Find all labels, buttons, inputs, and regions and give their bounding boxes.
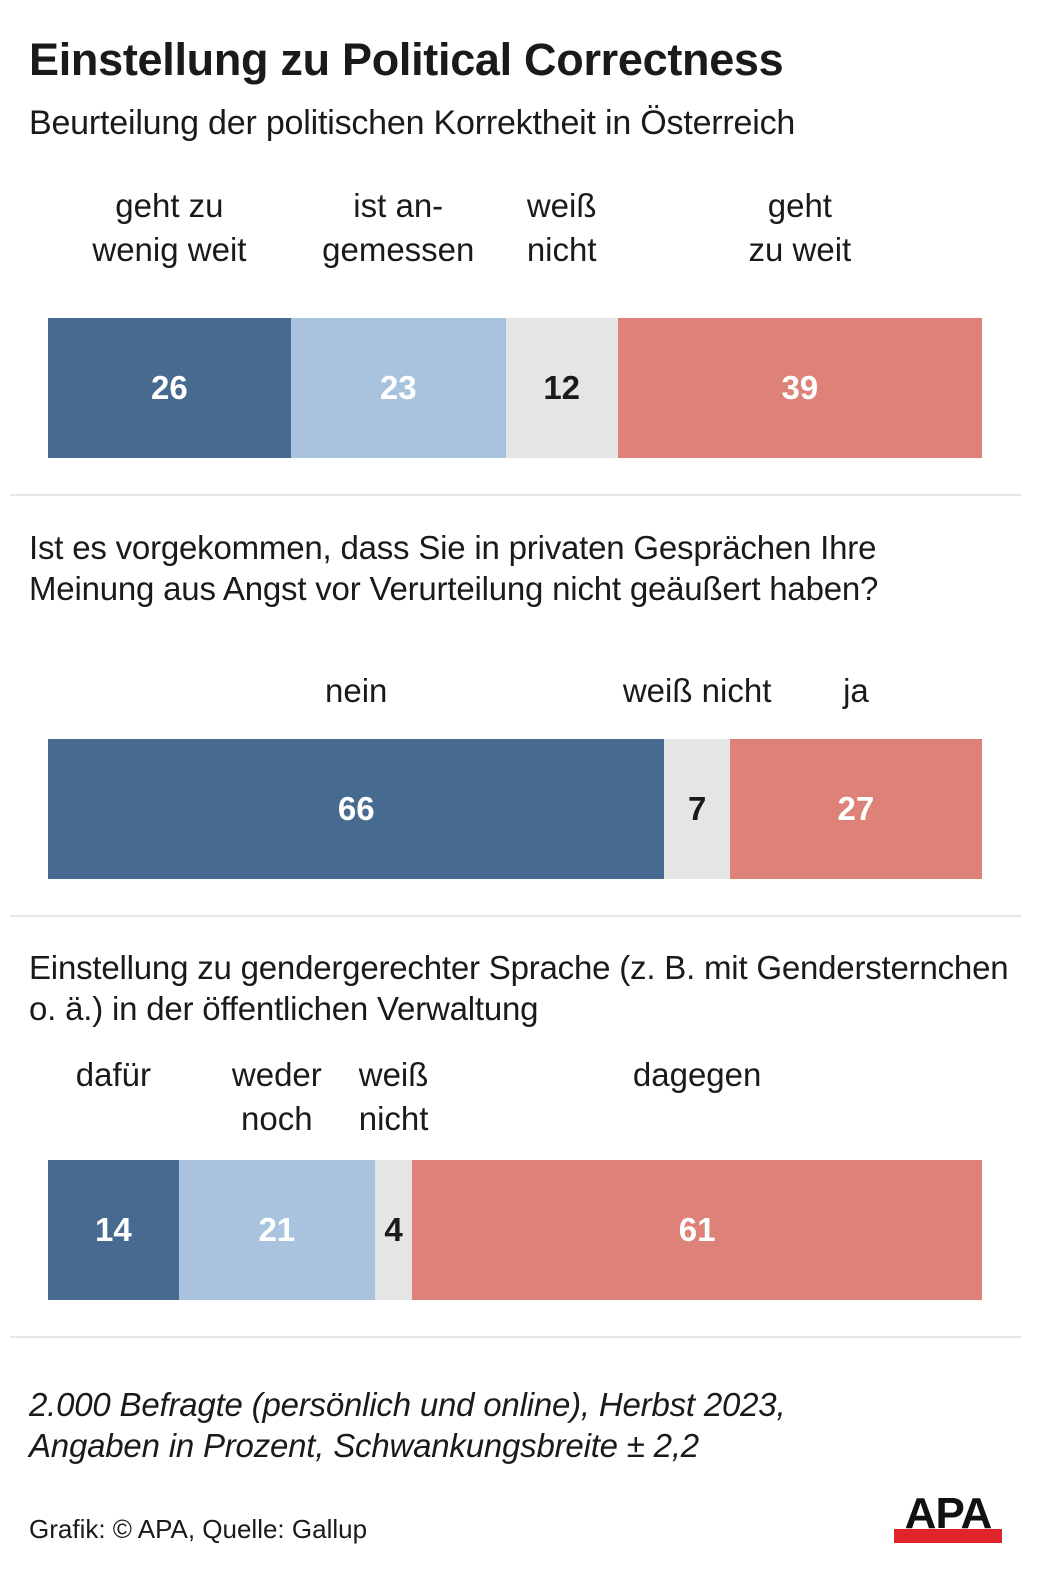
bar-segment: 14 xyxy=(48,1160,179,1300)
category-label: weiß nicht xyxy=(622,672,772,709)
bar-segment: 61 xyxy=(412,1160,982,1300)
category-label: ja xyxy=(843,672,869,709)
category-label: weder noch xyxy=(231,1056,322,1137)
bar-segment: 23 xyxy=(290,318,506,458)
chart1-bar: 26 23 12 39 xyxy=(48,318,982,458)
survey-note: 2.000 Befragte (persönlich und online), … xyxy=(29,1384,786,1466)
section-divider xyxy=(10,494,1021,496)
chart-subtitle: Beurteilung der politischen Korrektheit … xyxy=(29,104,796,142)
section-divider xyxy=(10,1336,1021,1338)
apa-logo-band xyxy=(894,1529,1002,1543)
category-label: weiß nicht xyxy=(526,187,597,268)
data-label: 12 xyxy=(543,369,581,406)
bar-segment: 26 xyxy=(48,318,291,458)
bar-segment: 12 xyxy=(505,318,618,458)
bar-segment: 39 xyxy=(617,318,982,458)
data-label: 66 xyxy=(337,790,375,827)
chart3-question: Einstellung zu gendergerechter Sprache (… xyxy=(29,949,1009,1027)
category-label: dafür xyxy=(75,1056,151,1093)
chart3-bar: 14 21 4 61 xyxy=(48,1160,982,1300)
category-label: geht zu weit xyxy=(748,187,852,268)
bar-segment: 27 xyxy=(729,739,982,879)
data-label: 14 xyxy=(95,1211,132,1248)
data-label: 7 xyxy=(687,790,707,827)
category-label: dagegen xyxy=(632,1056,762,1093)
bar-segment: 7 xyxy=(664,739,730,879)
data-label: 26 xyxy=(151,369,188,406)
bar-segment: 66 xyxy=(48,739,665,879)
chart1-labels: geht zu wenig weit ist an- gemessen weiß n… xyxy=(48,184,982,284)
data-label: 27 xyxy=(837,790,875,827)
data-label: 4 xyxy=(384,1211,403,1248)
bar-segment: 21 xyxy=(178,1160,375,1300)
bar-segment: 4 xyxy=(374,1160,413,1300)
chart2-labels: nein weiß nicht ja xyxy=(48,669,982,769)
apa-logo-text: APA xyxy=(904,1489,993,1538)
source-credit: Grafik: © APA, Quelle: Gallup xyxy=(29,1514,368,1544)
survey-note-line1: 2.000 Befragte (persönlich und online), … xyxy=(29,1386,786,1423)
survey-note-line2: Angaben in Prozent, Schwankungsbreite ± … xyxy=(29,1427,699,1464)
category-label: nein xyxy=(325,672,388,709)
category-label: ist an- gemessen xyxy=(322,187,475,268)
chart3-labels: dafür weder noch weiß nicht dagegen xyxy=(48,1053,982,1153)
chart2-bar: 66 7 27 xyxy=(48,739,982,879)
category-label: weiß nicht xyxy=(358,1056,429,1137)
apa-logo: APA xyxy=(893,1489,1003,1543)
section-divider xyxy=(10,915,1021,917)
data-label: 39 xyxy=(781,369,819,406)
chart-title: Einstellung zu Political Correctness xyxy=(29,34,784,85)
data-label: 21 xyxy=(258,1211,296,1248)
data-label: 61 xyxy=(678,1211,716,1248)
chart2-question: Ist es vorgekommen, dass Sie in privaten… xyxy=(29,529,879,607)
data-label: 23 xyxy=(379,369,417,406)
category-label: geht zu wenig weit xyxy=(92,187,247,268)
